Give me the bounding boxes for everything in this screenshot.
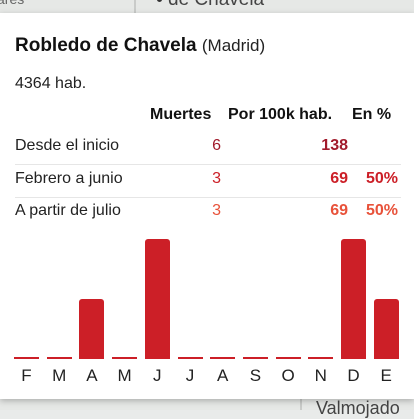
chart-month-label: F [21, 366, 32, 385]
population-text: 4364 hab. [15, 75, 87, 92]
chart-bar [112, 357, 138, 359]
map-pin-icon [157, 0, 162, 3]
chart-bar [210, 357, 236, 359]
row-percent: 50% [365, 170, 398, 187]
popup-title: Robledo de Chavela (Madrid) [15, 35, 265, 57]
row-label: Febrero a junio [15, 170, 123, 187]
row-label: A partir de julio [15, 202, 121, 219]
map-road [134, 0, 136, 13]
chart-bar [275, 357, 301, 359]
row-divider [15, 164, 401, 165]
chart-month-label: E [380, 366, 392, 385]
chart-bar [177, 357, 203, 359]
chart-month-label: D [347, 366, 360, 385]
province-name: (Madrid) [201, 36, 266, 55]
row-per-100k: 138 [321, 137, 348, 154]
chart-month-label: S [249, 366, 262, 385]
row-percent: 50% [365, 202, 398, 219]
row-per-100k: 69 [330, 170, 348, 187]
chart-bar [373, 299, 399, 359]
header-deaths: Muertes [150, 106, 212, 123]
chart-month-label: A [217, 366, 229, 385]
chart-bar [242, 357, 268, 359]
municipality-name: Robledo de Chavela [15, 35, 197, 56]
map-place-label: ares [0, 0, 24, 7]
map-place-label: Valmojado [316, 398, 400, 418]
chart-month-label: J [185, 366, 195, 385]
chart-month-label: N [314, 366, 327, 385]
chart-bar [144, 239, 170, 359]
row-divider [15, 197, 401, 198]
header-percent: En % [352, 106, 392, 123]
map-place-label: de Chavela [157, 0, 264, 11]
chart-month-label: M [52, 366, 67, 385]
row-deaths: 6 [212, 137, 221, 154]
chart-bar [14, 357, 39, 359]
chart-month-label: O [281, 366, 295, 385]
chart-bar [341, 239, 366, 359]
chart-month-label: M [117, 366, 132, 385]
row-label: Desde el inicio [15, 137, 120, 154]
row-deaths: 3 [212, 170, 221, 187]
chart-month-label: J [153, 366, 162, 385]
chart-month-label: A [86, 366, 98, 385]
chart-bar [308, 357, 334, 359]
header-per-100k: Por 100k hab. [228, 106, 333, 123]
map-place-name: de Chavela [168, 0, 264, 10]
chart-bar [46, 357, 72, 359]
map-road [300, 398, 302, 410]
municipality-popup-card: Robledo de Chavela (Madrid) 4364 hab. Mu… [0, 13, 414, 399]
row-per-100k: 69 [330, 202, 348, 219]
chart-bar [79, 299, 105, 359]
row-deaths: 3 [212, 202, 221, 219]
